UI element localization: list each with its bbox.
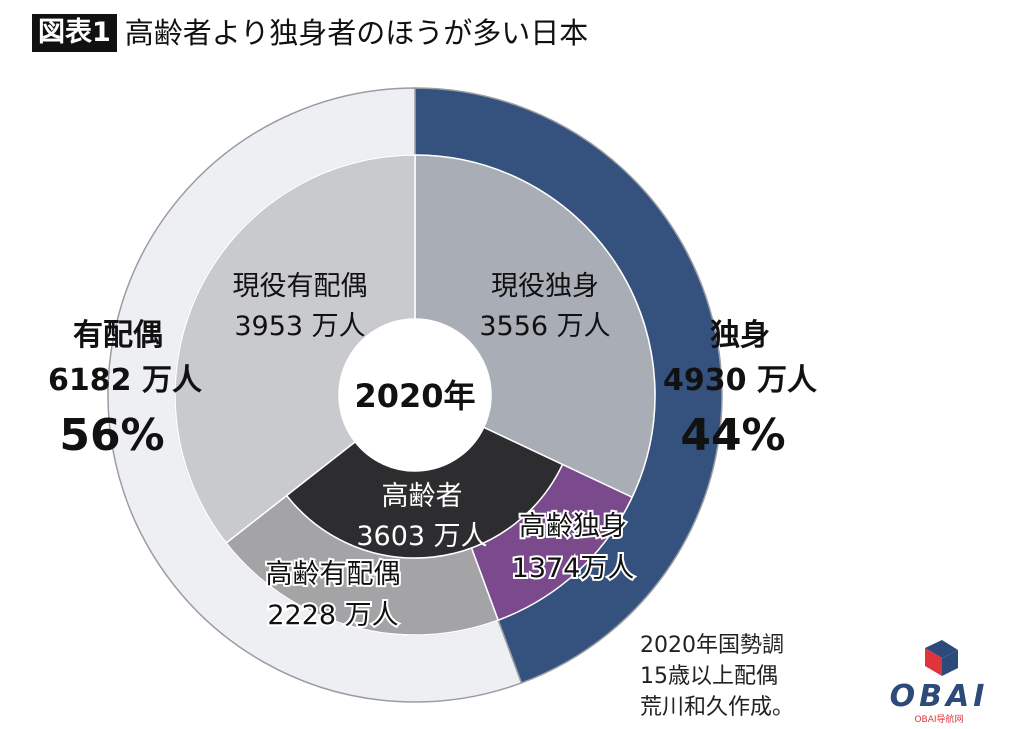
figure-tag: 図表1 <box>32 14 117 52</box>
note-line: 2020年国勢調 <box>640 633 784 658</box>
inner-slice-working-married <box>174 154 416 545</box>
label-married-name: 有配偶 <box>73 318 163 353</box>
center-label: 2020年 <box>354 377 475 415</box>
label-elderly-name: 高齢者 <box>382 481 463 512</box>
label-single-name: 独身 <box>710 318 770 353</box>
elderly-slice <box>285 426 564 559</box>
label-elderly-value: 3603 万人 <box>356 521 487 552</box>
label-married-percent: 56% <box>59 410 164 461</box>
label-elderly-single-value: 1374万人 <box>512 553 635 584</box>
label-working-married-value: 3953 万人 <box>234 311 365 342</box>
note-line: 荒川和久作成。 <box>640 695 795 720</box>
center-hole <box>339 319 491 471</box>
watermark-logo: OBAI OBAI导航网 <box>850 636 1027 729</box>
svg-text:OBAI导航网: OBAI导航网 <box>914 713 963 725</box>
svg-text:OBAI: OBAI <box>890 679 989 714</box>
label-elderly-married-value: 2228 万人 <box>267 600 398 631</box>
label-elderly-married-name: 高齢有配偶 <box>266 559 401 590</box>
title-text: 高齢者より独身者のほうが多い日本 <box>124 16 589 50</box>
label-elderly-single-name: 高齢独身 <box>519 511 627 542</box>
label-single-percent: 44% <box>680 410 785 461</box>
label-married-value: 6182 万人 <box>48 363 202 398</box>
label-single-value: 4930 万人 <box>663 363 817 398</box>
label-working-single-value: 3556 万人 <box>479 311 610 342</box>
chart-title: 図表1 高齢者より独身者のほうが多い日本 <box>32 14 588 52</box>
note-line: 15歳以上配偶 <box>640 664 778 689</box>
label-working-single-name: 現役独身 <box>491 271 599 302</box>
source-note: 2020年国勢調 15歳以上配偶 荒川和久作成。 <box>640 630 794 723</box>
label-working-married-name: 現役有配偶 <box>233 271 368 302</box>
